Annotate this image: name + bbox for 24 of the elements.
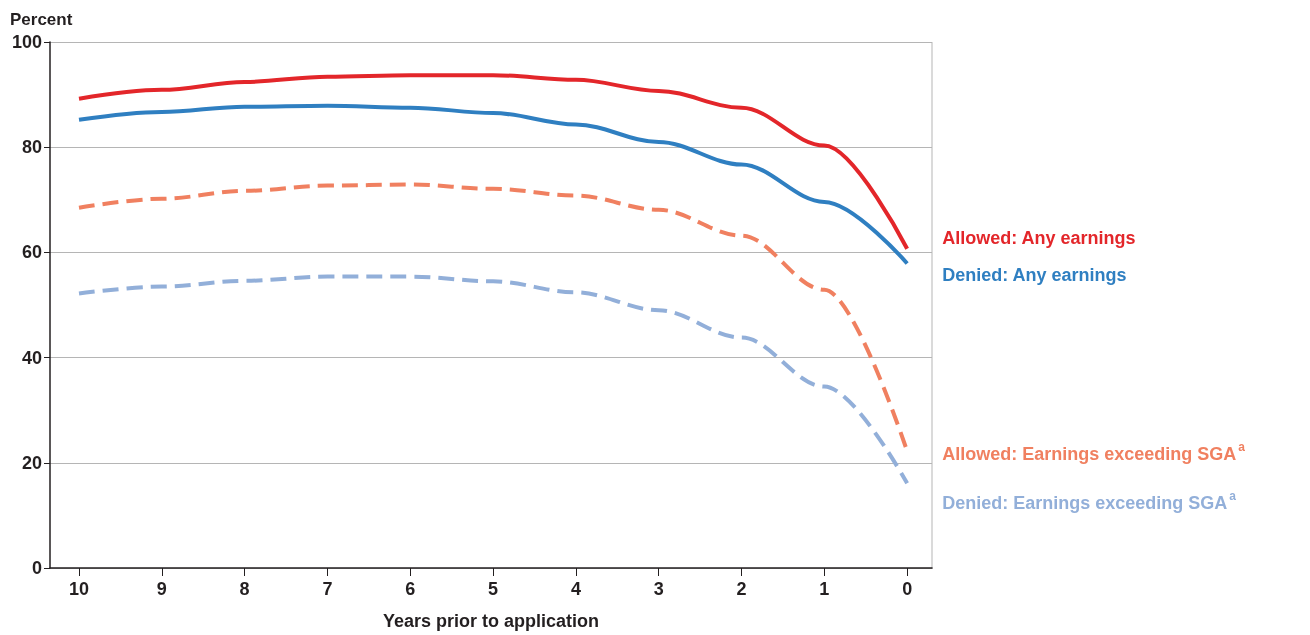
x-tick-label: 0 bbox=[902, 579, 913, 599]
y-tick-label: 20 bbox=[21, 452, 42, 473]
y-tick-label: 80 bbox=[21, 137, 42, 158]
y-tick-label: 40 bbox=[21, 347, 42, 368]
y-tick-label: 0 bbox=[31, 558, 42, 578]
y-axis-title: Percent bbox=[10, 10, 73, 29]
x-tick-label: 8 bbox=[239, 579, 250, 599]
x-tick-label: 3 bbox=[653, 579, 664, 599]
x-tick-label: 2 bbox=[736, 579, 747, 599]
x-tick-label: 10 bbox=[68, 579, 89, 599]
x-tick-label: 9 bbox=[156, 579, 167, 599]
y-tick-label: 60 bbox=[21, 242, 42, 263]
line-series bbox=[76, 73, 910, 251]
line-series bbox=[76, 103, 910, 266]
x-tick-label: 6 bbox=[405, 579, 416, 599]
line-series bbox=[76, 274, 910, 486]
x-tick-label: 5 bbox=[488, 579, 499, 599]
series-label: Denied: Any earnings bbox=[942, 265, 1127, 286]
x-tick-label: 7 bbox=[322, 579, 333, 599]
series-label: Allowed: Any earnings bbox=[942, 227, 1136, 248]
x-axis-title: Years prior to application bbox=[382, 611, 600, 631]
x-tick-label: 1 bbox=[819, 579, 830, 599]
x-tick-label: 4 bbox=[570, 579, 581, 599]
y-tick-label: 100 bbox=[11, 32, 42, 52]
